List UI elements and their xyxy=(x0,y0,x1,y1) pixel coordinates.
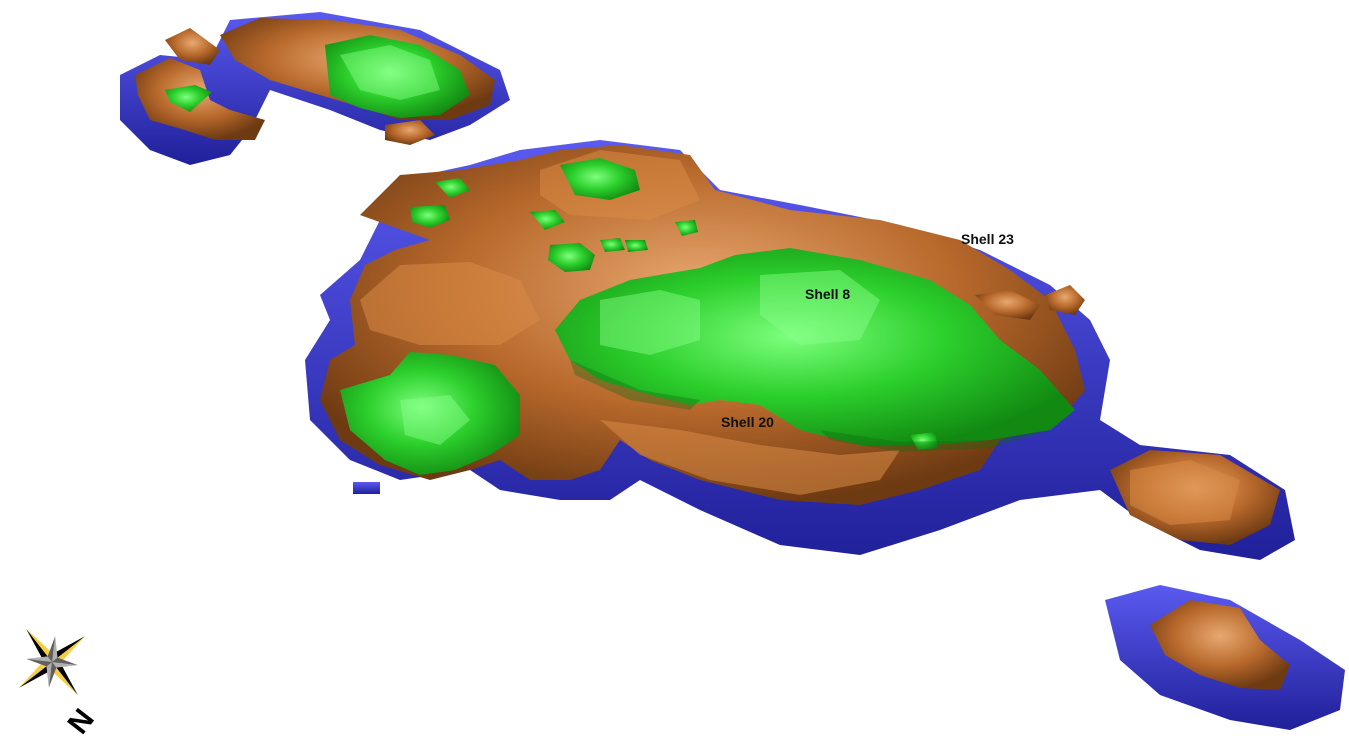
shell-20-label: Shell 20 xyxy=(721,414,774,430)
shell-8-label: Shell 8 xyxy=(805,286,850,302)
compass-rose-icon xyxy=(18,628,86,696)
shell-8-shading xyxy=(340,45,880,445)
shell-23-label: Shell 23 xyxy=(961,231,1014,247)
shell-8-shadow xyxy=(570,360,1050,452)
north-label: N xyxy=(62,703,101,740)
shell-8-surface xyxy=(165,35,1075,475)
